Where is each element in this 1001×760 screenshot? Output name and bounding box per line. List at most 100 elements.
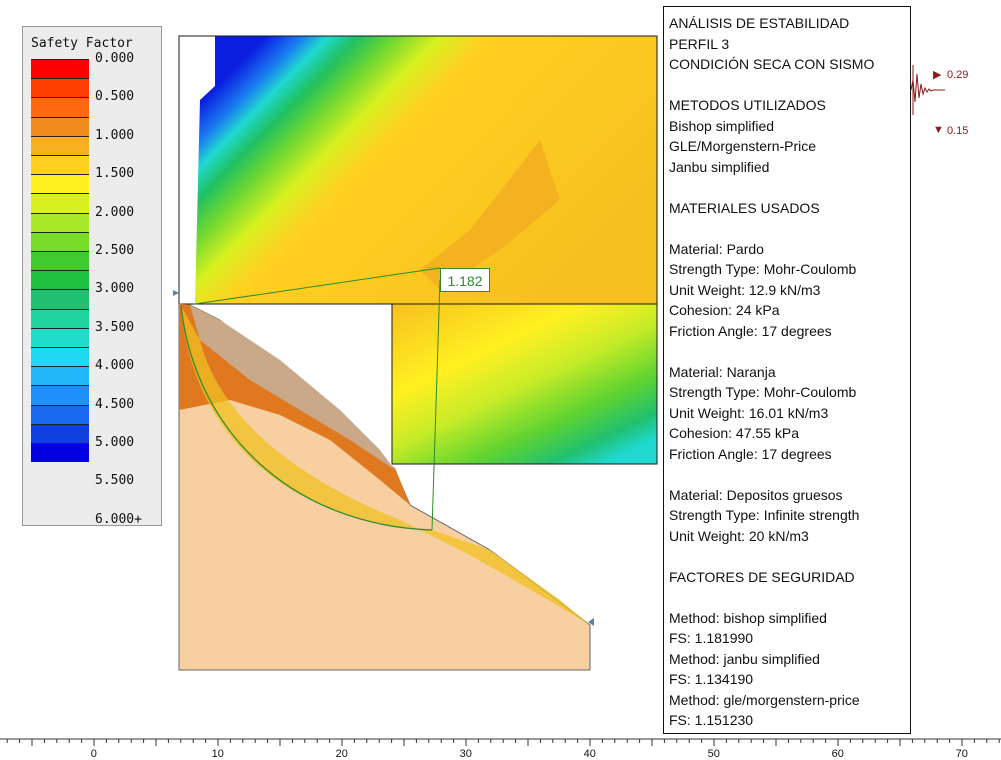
critical-slip-surface	[180, 305, 433, 531]
info-line: Cohesion: 24 kPa	[669, 302, 780, 318]
info-line: Friction Angle: 17 degrees	[669, 322, 832, 339]
info-line: Method: gle/morgenstern-price	[669, 691, 860, 708]
info-line: ANÁLISIS DE ESTABILIDAD	[669, 15, 850, 31]
info-line: Material: Naranja	[669, 363, 776, 380]
ruler-tick-label: 20	[335, 748, 348, 760]
legend-band	[31, 251, 89, 271]
info-line: MATERIALES USADOS	[669, 199, 820, 216]
legend-band	[31, 212, 89, 232]
legend-band	[31, 327, 89, 347]
legend-band	[31, 59, 89, 79]
radius-line-left	[194, 267, 441, 305]
info-line: FACTORES DE SEGURIDAD	[669, 568, 855, 585]
analysis-info-panel[interactable]: ANÁLISIS DE ESTABILIDAD PERFIL 3 CONDICIÓN…	[663, 6, 911, 734]
info-line: Bishop simplified	[669, 117, 775, 134]
legend-band	[31, 135, 89, 155]
info-line	[669, 218, 910, 239]
seismic-wave-icon	[910, 65, 945, 115]
ruler-tick-label: 30	[459, 748, 472, 760]
info-line: Strength Type: Mohr-Coulomb	[669, 384, 857, 400]
info-line: CONDICIÓN SECA CON SISMO	[669, 56, 875, 72]
legend-band	[31, 97, 89, 117]
info-line: Janbu simplified	[669, 158, 770, 175]
material-pardo	[190, 305, 395, 470]
legend-band	[31, 385, 89, 405]
legend-band	[31, 423, 89, 443]
legend-band	[31, 155, 89, 175]
legend-label: 4.000	[95, 358, 135, 374]
legend-band	[31, 78, 89, 98]
info-line: FS: 1.151230	[669, 712, 754, 728]
legend-label: 2.500	[95, 243, 135, 258]
info-line: METODOS UTILIZADOS	[669, 97, 826, 113]
right-limit-marker	[588, 618, 594, 626]
legend-label: 5.500	[95, 473, 135, 489]
info-line: GLE/Morgenstern-Price	[669, 138, 817, 154]
vertical-arrow-icon: ▼	[933, 124, 944, 136]
legend-label: 3.500	[95, 319, 135, 335]
horizontal-ruler	[0, 738, 1001, 746]
info-line	[669, 546, 910, 567]
info-line: Friction Angle: 17 degrees	[669, 445, 832, 462]
legend-label: 3.000	[95, 281, 135, 297]
info-line: Unit Weight: 20 kN/m3	[669, 527, 809, 544]
radius-line-right	[431, 279, 441, 531]
info-line: Method: bishop simplified	[669, 609, 827, 626]
info-line: Cohesion: 47.55 kPa	[669, 425, 799, 441]
ruler-tick-label: 10	[211, 748, 224, 760]
legend-band	[31, 116, 89, 136]
info-line: FS: 1.181990	[669, 630, 754, 646]
info-line: Material: Pardo	[669, 240, 764, 257]
legend-label: 6.000+	[95, 511, 142, 527]
legend-band	[31, 231, 89, 251]
critical-fs-label[interactable]: 1.182	[440, 268, 490, 292]
legend-label: 5.000	[95, 435, 135, 450]
legend-label: 1.000	[95, 127, 135, 143]
legend-band	[31, 404, 89, 424]
info-line: PERFIL 3	[669, 35, 730, 52]
legend-title: Safety Factor	[31, 36, 133, 51]
info-line	[669, 177, 910, 198]
ruler-tick-label: 0	[90, 748, 97, 760]
ruler-tick-label: 50	[707, 748, 720, 760]
legend-band	[31, 366, 89, 386]
slope-model	[173, 267, 594, 671]
info-line	[669, 75, 910, 96]
upper-contour-region	[179, 36, 657, 304]
slip-surfaces	[181, 306, 590, 625]
info-line	[669, 464, 910, 485]
ruler-tick-label: 60	[831, 748, 844, 760]
left-limit-marker	[173, 290, 179, 296]
info-line: Method: janbu simplified	[669, 650, 820, 667]
ruler-tick-label: 70	[955, 748, 968, 760]
model-view[interactable]	[0, 0, 1001, 740]
orange-patch	[420, 140, 560, 290]
legend-band	[31, 174, 89, 194]
legend-band	[31, 289, 89, 309]
legend-band	[31, 347, 89, 367]
horizontal-arrow-icon: ▶	[933, 69, 942, 81]
safety-factor-legend: Safety Factor 0.000 0.500 1.000 1.500 2.000 2…	[22, 26, 162, 526]
legend-label: 1.500	[95, 166, 135, 182]
legend-label: 4.500	[95, 396, 135, 412]
legend-band	[31, 270, 89, 290]
info-line: Material: Depositos gruesos	[669, 486, 843, 503]
lower-contour-region	[392, 304, 657, 464]
legend-band	[31, 443, 89, 463]
legend-label: 0.000	[95, 51, 135, 66]
info-line	[669, 341, 910, 362]
info-line: Strength Type: Infinite strength	[669, 507, 860, 523]
info-line: Unit Weight: 12.9 kN/m3	[669, 281, 821, 298]
info-line: Unit Weight: 16.01 kN/m3	[669, 404, 829, 421]
blank-corner	[179, 36, 215, 304]
horizontal-coefficient: 0.29	[947, 69, 969, 81]
info-line: Strength Type: Mohr-Coulomb	[669, 261, 857, 277]
legend-label: 0.500	[95, 89, 135, 105]
vertical-coefficient: 0.15	[947, 125, 969, 137]
info-line	[669, 587, 910, 608]
legend-label: 2.000	[95, 204, 135, 220]
ruler-tick-label: 40	[583, 748, 596, 760]
legend-band	[31, 193, 89, 213]
lower-grid-border	[391, 303, 658, 465]
info-line: FS: 1.134190	[669, 671, 754, 687]
